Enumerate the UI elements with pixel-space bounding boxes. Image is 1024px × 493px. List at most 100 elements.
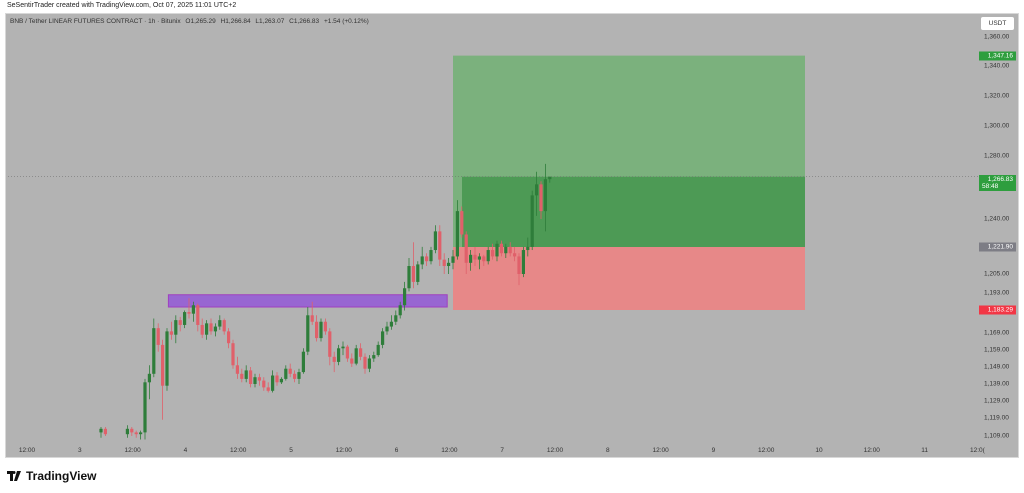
candle-body [205, 323, 209, 335]
candle-body [99, 428, 103, 433]
candle-body [174, 320, 178, 335]
candle-body [191, 305, 195, 314]
candle-body [341, 346, 345, 349]
candle-body [543, 179, 547, 212]
candle-body [279, 378, 283, 383]
price-tick-label: 1,340.00 [984, 62, 1010, 70]
tradingview-logo[interactable]: TradingView [7, 469, 96, 483]
candle-body [196, 305, 200, 325]
candle-body [271, 375, 275, 391]
candle-body [222, 320, 226, 332]
candle-body [187, 312, 191, 314]
price-tick-label: 1,169.00 [984, 329, 1010, 337]
price-tick-label: 1,240.00 [984, 215, 1010, 223]
candle-body [143, 382, 147, 433]
time-tick-label: 11 [921, 447, 928, 454]
candle-body [526, 246, 530, 251]
candle-body [385, 326, 389, 332]
candle-body [147, 373, 151, 383]
candle-body [156, 328, 160, 345]
candle-body [253, 377, 257, 384]
candle-body [350, 358, 354, 364]
candle-body [539, 184, 543, 212]
symbol-legend: BNB / Tether LINEAR FUTURES CONTRACT · 1… [10, 18, 372, 25]
candle-body [530, 195, 534, 247]
candle-body [491, 250, 495, 257]
candle-body [359, 348, 363, 357]
stop-zone[interactable] [453, 247, 805, 310]
price-tick-label: 1,129.00 [984, 397, 1010, 405]
candle-body [376, 344, 380, 356]
candle-body [389, 321, 393, 327]
chart-credit: SeSentirTrader created with TradingView.… [7, 2, 237, 9]
candle-body [213, 326, 217, 332]
symbol-name[interactable]: BNB / Tether LINEAR FUTURES CONTRACT · 1… [10, 18, 181, 25]
candle-body [407, 266, 411, 289]
price-badge: 1,221.90 [979, 242, 1016, 252]
candle-body [227, 331, 231, 344]
candle-body [337, 348, 341, 362]
candle-body [328, 331, 332, 357]
candle-body [297, 372, 301, 379]
time-tick-label: 12:00 [124, 447, 141, 454]
candle-body [513, 253, 517, 257]
time-tick-label: 10 [815, 447, 823, 454]
ohlc-low: L1,263.07 [255, 18, 285, 25]
candle-body [367, 358, 371, 369]
time-tick-label: 12:00 [863, 447, 880, 454]
price-tick-label: 1,119.00 [984, 414, 1009, 422]
candle-body [240, 373, 244, 379]
candle-body [262, 380, 266, 388]
candle-body [477, 256, 481, 260]
candle-body [139, 432, 143, 435]
candle-body [535, 184, 539, 196]
time-tick-label: 8 [605, 447, 610, 454]
candle-body [420, 256, 424, 265]
time-tick-label: 12:00 [758, 447, 775, 454]
candle-body [257, 377, 261, 381]
candle-body [103, 428, 107, 435]
candle-body [231, 343, 235, 366]
ohlc-high: H1,266.84 [220, 18, 251, 25]
time-tick-label: 9 [711, 447, 716, 454]
candle-body [482, 256, 486, 262]
time-tick-label: 6 [394, 447, 399, 454]
candle-body [416, 264, 420, 282]
time-tick-label: 5 [289, 447, 293, 454]
candle-body [394, 315, 398, 322]
candle-body [442, 259, 446, 267]
candle-body [451, 256, 455, 263]
candle-body [398, 305, 402, 316]
time-tick-label: 4 [183, 447, 188, 454]
time-tick-label: 12:0( [969, 447, 985, 454]
time-tick-label: 12:00 [652, 447, 669, 454]
candle-body [244, 370, 248, 379]
candle-body [473, 254, 477, 260]
time-tick-label: 12:00 [546, 447, 564, 454]
price-tick-label: 1,280.00 [984, 152, 1010, 160]
time-tick-label: 7 [500, 447, 504, 454]
candle-body [438, 231, 442, 260]
profit-fill [462, 176, 805, 247]
price-badge: 1,266.83 58:48 [979, 174, 1016, 191]
candle-body [178, 320, 182, 325]
ohlc-close: C1,266.83 [289, 18, 320, 25]
candle-body [455, 211, 459, 257]
candle-body [495, 243, 499, 257]
candle-body [469, 254, 473, 263]
candle-body [249, 370, 253, 384]
currency-button[interactable]: USDT [981, 17, 1014, 30]
candle-body [293, 373, 297, 379]
badge-price: 1,266.83 [987, 175, 1013, 183]
time-tick-label: 3 [77, 447, 82, 454]
time-tick-label: 12:00 [18, 447, 36, 454]
candle-body [381, 331, 385, 345]
time-tick-label: 12:00 [335, 447, 352, 454]
price-tick-label: 1,159.00 [984, 346, 1010, 354]
candle-body [200, 324, 204, 335]
candle-body [332, 356, 336, 362]
candle-body [508, 246, 512, 254]
candle-body [165, 331, 169, 386]
badge-price: 1,347.16 [987, 52, 1013, 60]
